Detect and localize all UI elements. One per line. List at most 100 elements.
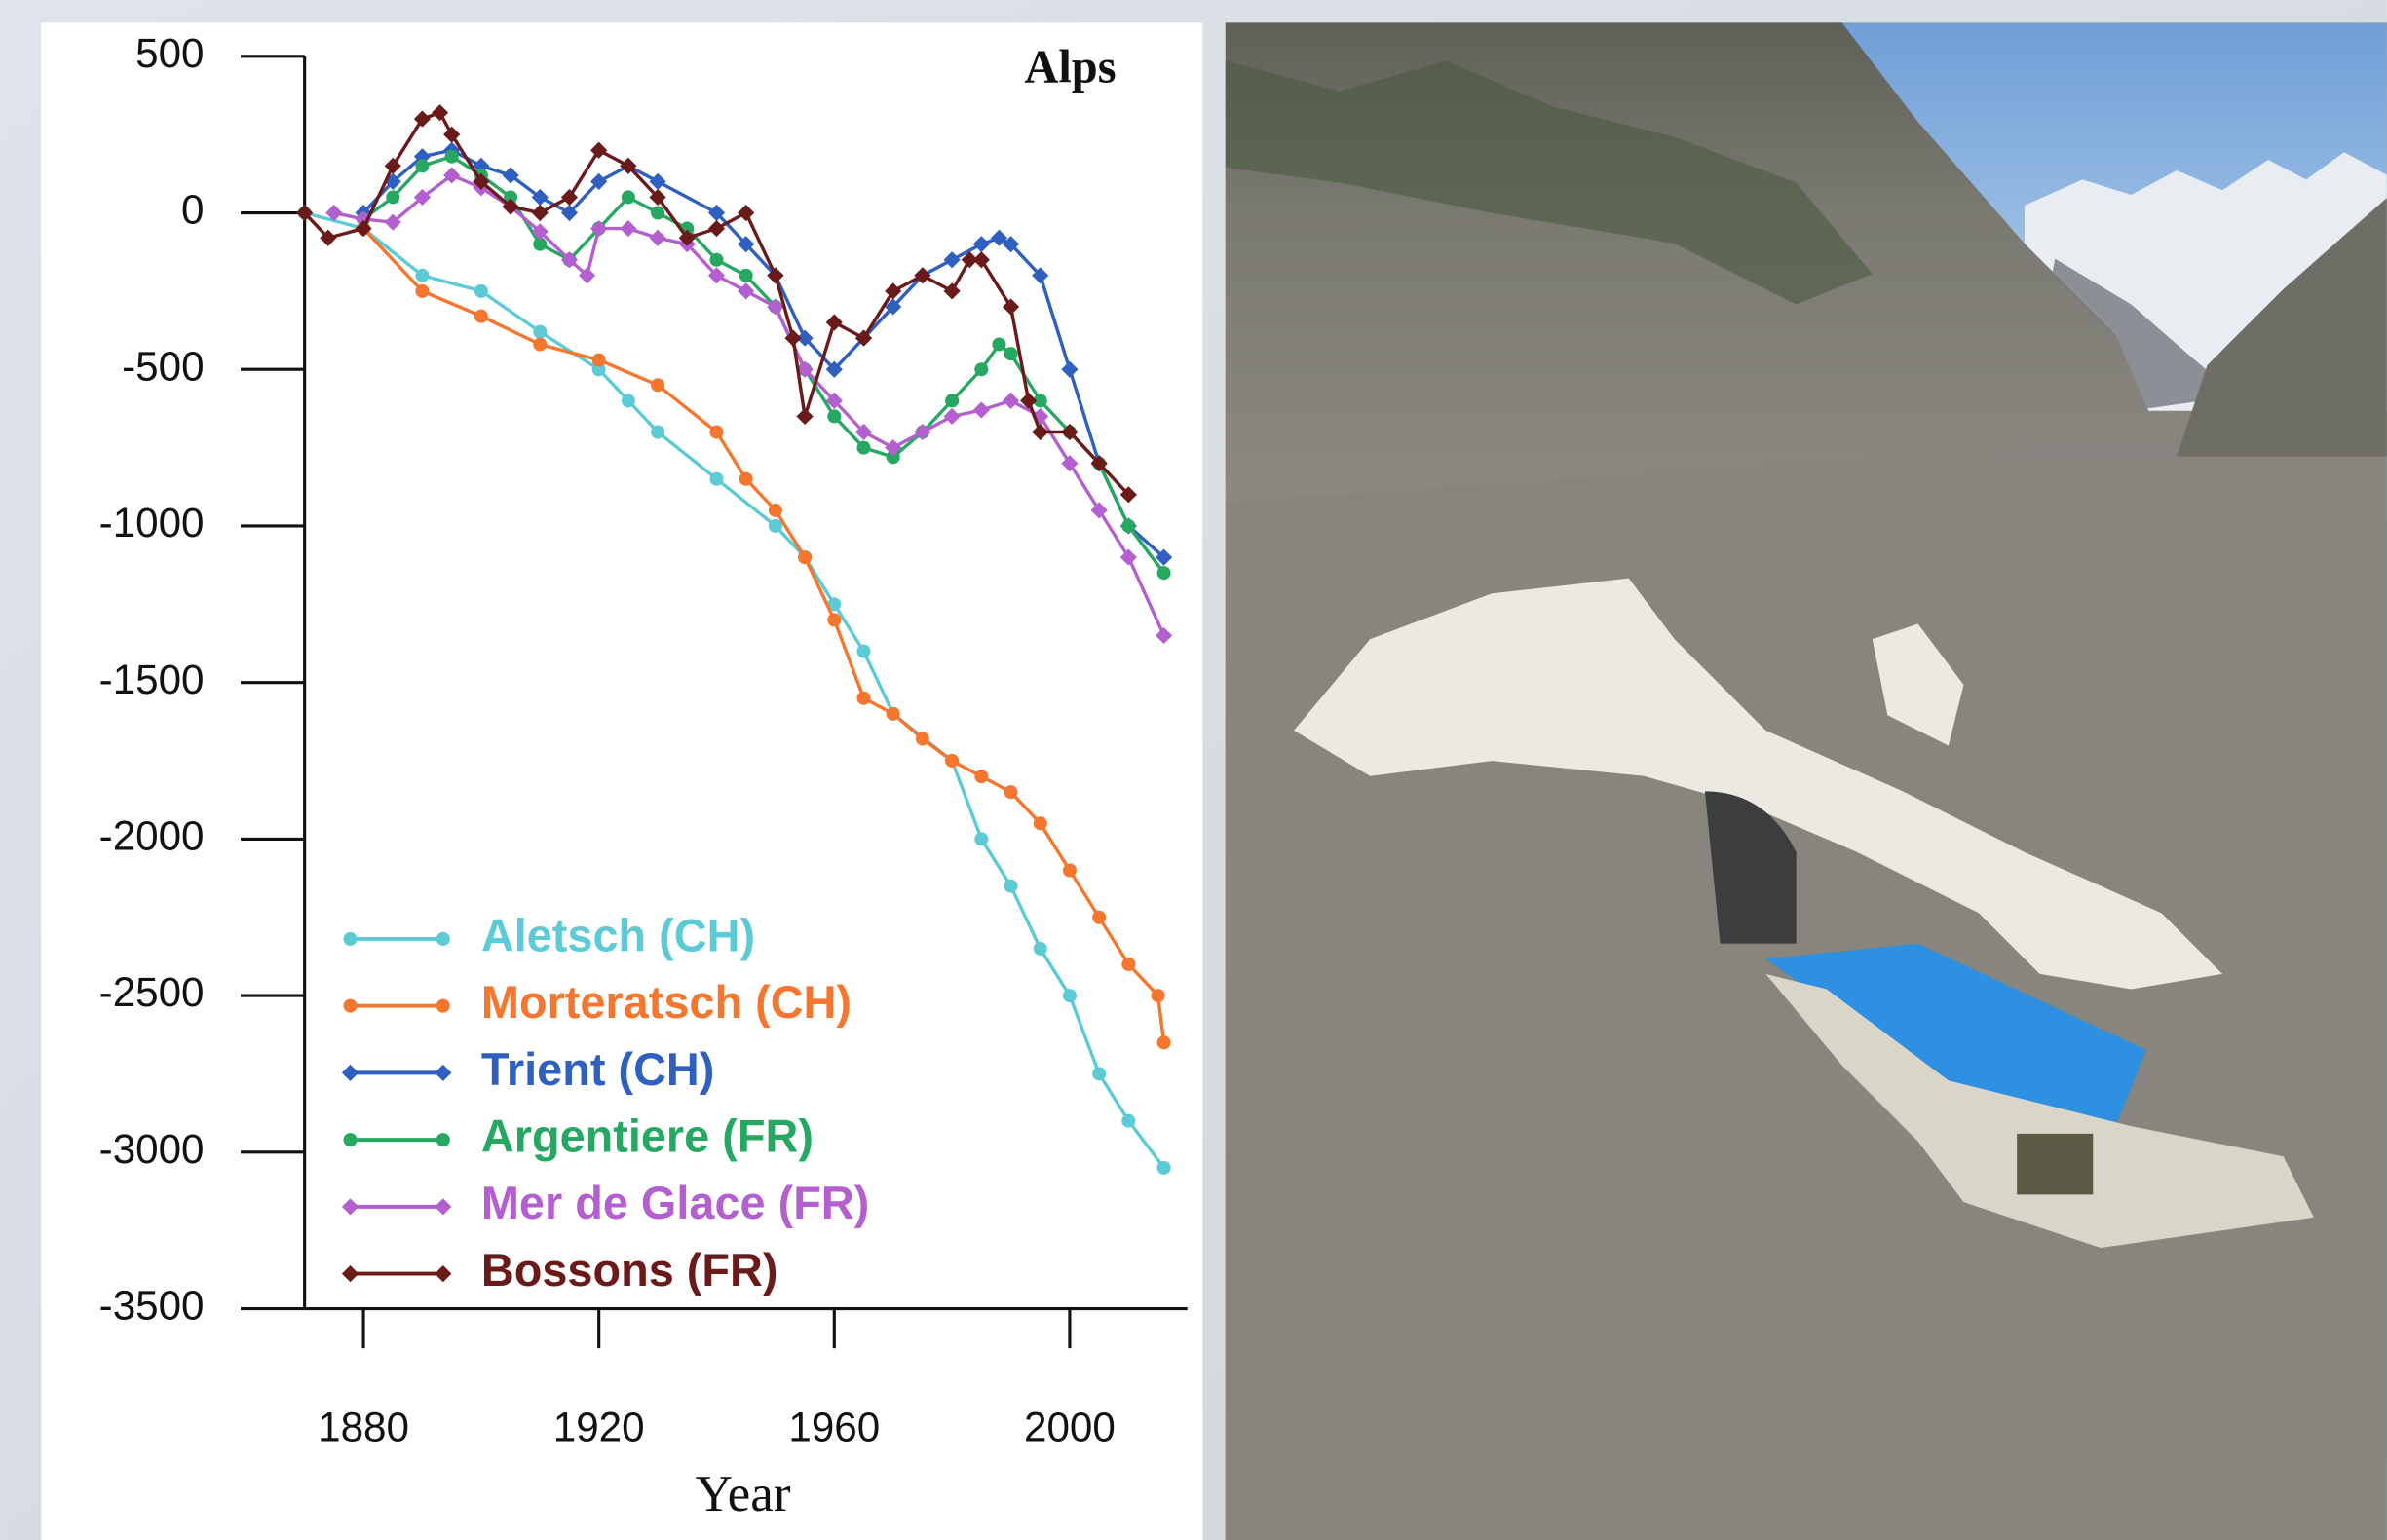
marker: [649, 172, 666, 190]
marker: [384, 157, 401, 174]
marker: [825, 314, 843, 331]
marker: [341, 1265, 360, 1283]
marker: [974, 832, 989, 846]
marker: [1155, 548, 1173, 566]
marker: [709, 425, 724, 439]
marker: [796, 407, 814, 426]
marker: [296, 204, 314, 222]
marker: [1033, 941, 1047, 956]
vegetation: [1225, 60, 1873, 305]
marker: [972, 251, 990, 269]
marker: [796, 360, 814, 378]
marker: [531, 204, 549, 222]
y-tick-label: -3500: [99, 1283, 205, 1329]
marker: [560, 188, 579, 207]
marker: [709, 252, 724, 267]
marker: [827, 613, 842, 627]
marker: [1062, 863, 1077, 878]
marker: [886, 450, 900, 465]
marker: [1033, 816, 1047, 831]
marker: [651, 378, 665, 393]
marker: [620, 219, 637, 238]
marker: [560, 204, 579, 222]
marker: [1121, 1113, 1136, 1128]
marker: [649, 188, 666, 207]
marker: [651, 425, 665, 439]
marker: [738, 282, 755, 300]
marker: [961, 251, 978, 269]
marker: [856, 691, 871, 705]
right-cliff: [2177, 198, 2387, 457]
marker: [1032, 267, 1049, 284]
marker: [1156, 566, 1171, 581]
legend-label: Mer de Glace (FR): [481, 1178, 869, 1228]
marker: [443, 167, 461, 184]
marker: [885, 439, 902, 457]
marker: [1121, 518, 1136, 533]
marker: [343, 931, 358, 946]
x-tick-label: 2000: [1024, 1405, 1116, 1450]
marker: [1061, 360, 1079, 378]
glacier-photo: [1225, 22, 2387, 1540]
marker: [915, 732, 929, 746]
marker: [621, 190, 635, 205]
marker: [590, 141, 608, 159]
marker: [384, 172, 401, 190]
marker: [651, 206, 665, 220]
y-tick-label: -2500: [99, 969, 205, 1015]
marker: [739, 471, 753, 486]
marker: [943, 282, 961, 300]
marker: [1090, 455, 1108, 472]
marker: [533, 324, 548, 339]
legend-label: Morteratsch (CH): [481, 977, 852, 1028]
plot: 500 0 -500 -1000 -1500 -2000 -2500 -3000 -3500 18…: [99, 30, 1188, 1450]
y-tick-label: -1000: [99, 500, 205, 545]
marker: [436, 1133, 450, 1147]
marker: [972, 236, 990, 253]
marker: [621, 394, 635, 408]
marker: [431, 104, 449, 122]
marker: [707, 219, 726, 238]
marker: [502, 198, 519, 215]
marker: [972, 401, 990, 419]
marker: [415, 283, 430, 298]
marker: [854, 329, 873, 347]
marker: [798, 550, 813, 565]
marker: [768, 503, 782, 517]
marker: [885, 282, 902, 300]
marker: [945, 394, 960, 408]
marker: [504, 190, 518, 205]
marker: [738, 236, 755, 253]
marker: [1092, 910, 1107, 924]
y-tick-label: -2000: [99, 813, 205, 859]
marker: [943, 251, 961, 269]
marker: [473, 172, 490, 190]
marker: [827, 597, 842, 612]
legend-label: Aletsch (CH): [481, 910, 755, 960]
marker: [914, 423, 931, 441]
marker: [591, 362, 606, 377]
marker: [413, 110, 432, 128]
marker: [886, 706, 900, 721]
marker: [974, 362, 989, 377]
y-tick-label: -3000: [99, 1126, 205, 1172]
marker: [825, 392, 843, 409]
marker: [436, 931, 450, 946]
marker: [502, 167, 519, 184]
marker: [738, 204, 755, 222]
marker: [1156, 1160, 1171, 1175]
marker: [325, 204, 343, 222]
marker: [768, 518, 782, 533]
marker: [1061, 455, 1079, 472]
marker: [1092, 1067, 1107, 1081]
marker: [1151, 989, 1165, 1003]
legend-label: Trient (CH): [481, 1044, 715, 1095]
marker: [1156, 1035, 1171, 1050]
chart-title: Alps: [1024, 42, 1116, 94]
marker: [856, 644, 871, 658]
marker: [707, 267, 726, 284]
x-tick-label: 1920: [553, 1405, 645, 1450]
marker: [945, 753, 960, 769]
marker: [435, 1265, 452, 1283]
